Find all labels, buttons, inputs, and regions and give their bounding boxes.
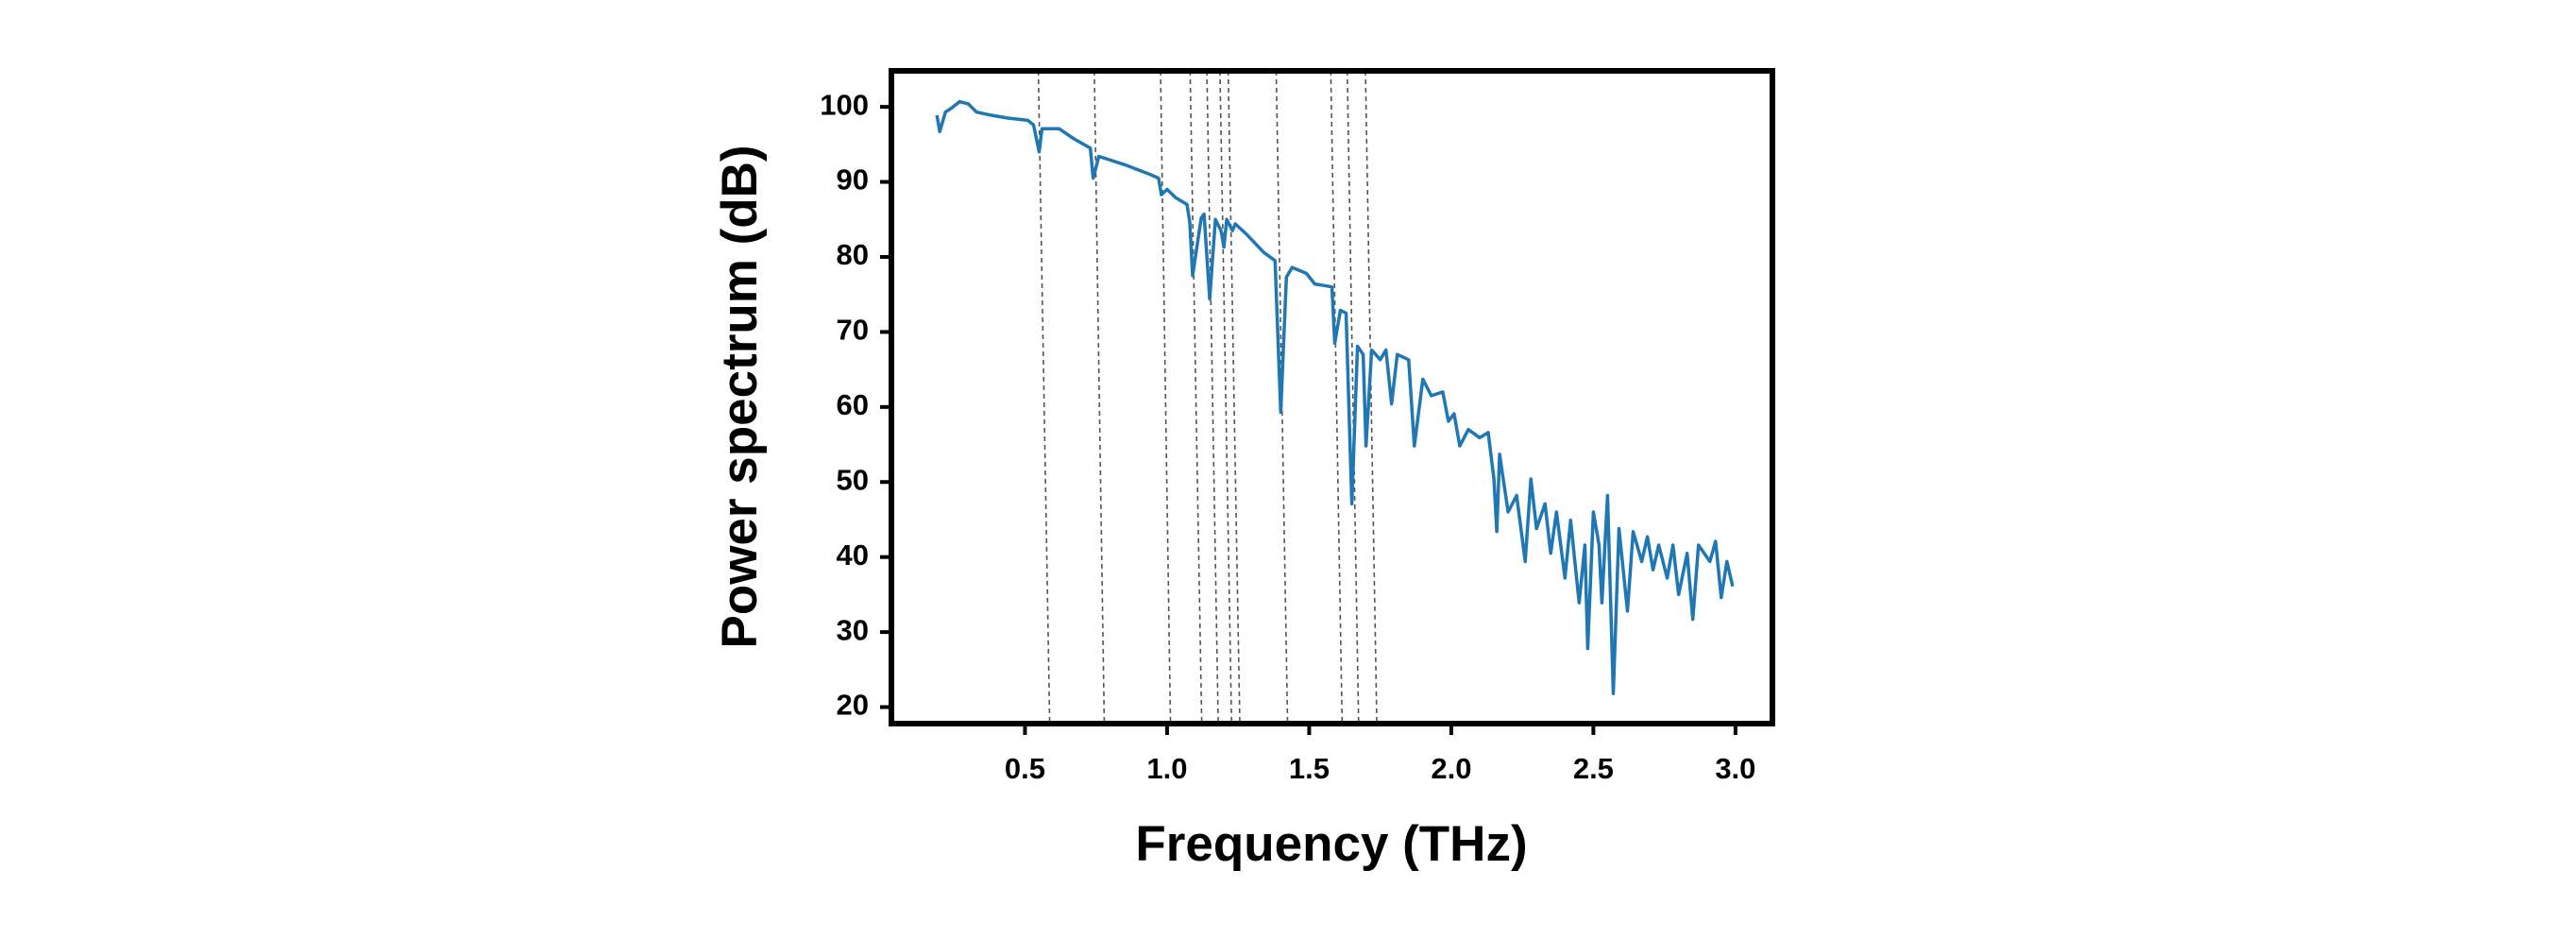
y-axis-label: Power spectrum (dB): [712, 145, 768, 648]
x-tick-label: 1.0: [1146, 752, 1187, 785]
reference-line: [1093, 70, 1106, 725]
reference-line: [1219, 70, 1233, 725]
y-tick-label: 70: [837, 314, 869, 347]
y-tick-label: 40: [837, 538, 869, 572]
y-tick-label: 60: [837, 388, 869, 421]
data-line: [935, 99, 1735, 695]
reference-line: [1189, 70, 1203, 725]
reference-line: [1227, 70, 1241, 725]
y-tick-label: 30: [837, 613, 869, 646]
plot-frame: [889, 68, 1775, 726]
x-axis-label: Frequency (THz): [1135, 816, 1527, 872]
x-tick-label: 2.0: [1431, 752, 1471, 785]
x-tick-label: 2.5: [1573, 752, 1614, 785]
reference-line: [1346, 70, 1360, 725]
x-tick-label: 0.5: [1005, 752, 1045, 785]
reference-line: [1037, 70, 1051, 725]
y-tick-label: 100: [820, 88, 869, 121]
y-tick-label: 80: [837, 238, 869, 271]
reference-line: [1160, 70, 1172, 725]
y-tick-label: 50: [837, 463, 869, 496]
reference-line: [1364, 70, 1378, 725]
y-tick-label: 90: [837, 163, 869, 196]
reference-line: [1206, 70, 1219, 725]
reference-line: [1330, 70, 1344, 725]
x-tick-label: 1.5: [1289, 752, 1330, 785]
x-tick-label: 3.0: [1715, 752, 1755, 785]
y-tick-label: 20: [837, 689, 869, 722]
